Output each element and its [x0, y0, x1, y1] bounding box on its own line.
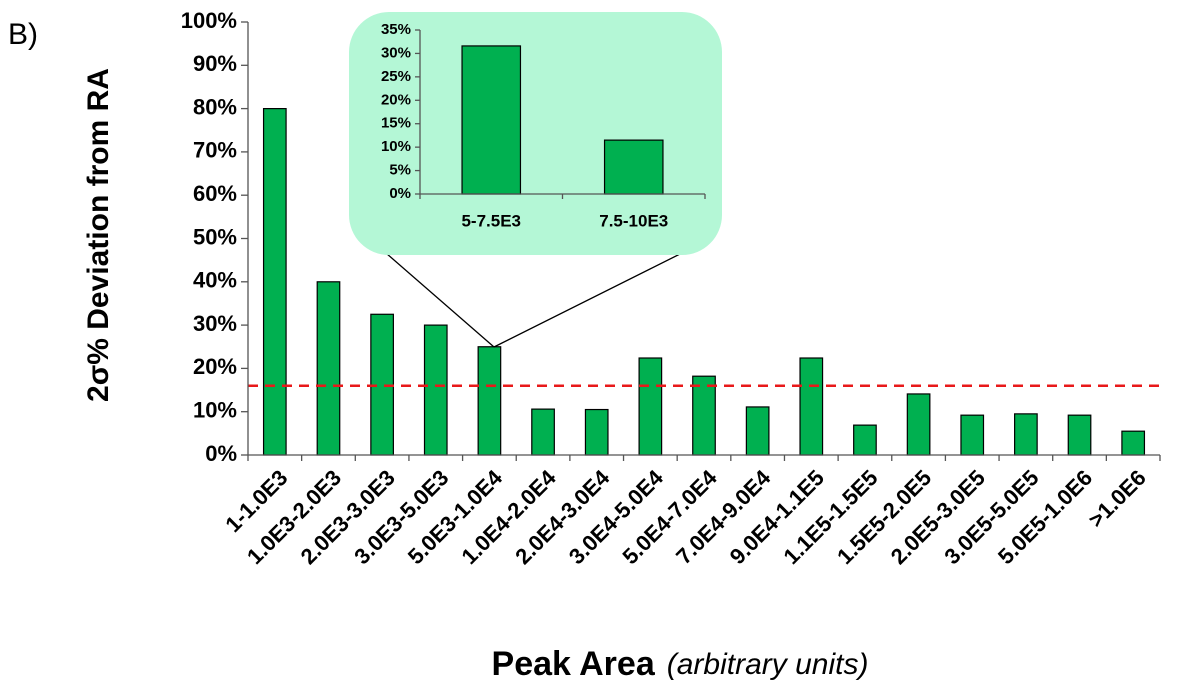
zoom-connector — [493, 249, 689, 348]
bar — [853, 424, 877, 456]
bar — [692, 375, 716, 456]
bar — [1067, 414, 1092, 456]
inset-plot: 0% 5% 10% 15% 20% 25% 30% 35% 5-7.5E3 7.5-10E3 — [381, 21, 706, 230]
y-tick-label: 35% — [381, 21, 411, 38]
x-tick-label: >1.0E6 — [1083, 465, 1150, 532]
bar — [423, 324, 448, 456]
x-tick-label: 7.5-10E3 — [599, 211, 668, 230]
y-tick-label: 70% — [193, 138, 237, 163]
y-tick-label: 0% — [205, 441, 237, 466]
bar — [461, 45, 522, 195]
x-axis-title: Peak Area (arbitrary units) — [492, 645, 869, 683]
y-tick-label: 30% — [193, 311, 237, 336]
y-tick-label: 40% — [193, 268, 237, 293]
y-tick-label: 90% — [193, 51, 237, 76]
panel-label: B) — [8, 18, 38, 51]
bar — [906, 393, 931, 456]
bar — [262, 107, 287, 456]
bar — [799, 357, 824, 456]
y-tick-label: 50% — [193, 224, 237, 249]
x-tick-label: 5-7.5E3 — [461, 211, 521, 230]
y-tick-label: 25% — [381, 68, 411, 85]
y-tick-label: 100% — [181, 8, 237, 33]
bar — [638, 357, 663, 456]
x-axis-title-detail: (arbitrary units) — [667, 648, 869, 681]
zoom-connector — [370, 239, 495, 348]
y-tick-label: 60% — [193, 181, 237, 206]
y-tick-label: 5% — [389, 162, 411, 179]
bar — [745, 406, 770, 456]
y-tick-label: 10% — [381, 138, 411, 155]
y-tick-label: 0% — [389, 185, 411, 202]
bar — [1014, 413, 1038, 456]
y-tick-label: 20% — [193, 354, 237, 379]
y-tick-label: 10% — [193, 398, 237, 423]
x-axis-title-main: Peak Area — [492, 645, 656, 683]
y-tick-label: 80% — [193, 94, 237, 119]
bar — [531, 408, 555, 456]
y-axis-title: 2σ% Deviation from RA — [82, 68, 115, 402]
bar — [477, 346, 502, 456]
y-tick-label: 20% — [381, 91, 411, 108]
bar — [603, 139, 664, 195]
bar — [1121, 430, 1146, 456]
bar — [584, 408, 609, 456]
bar — [316, 281, 341, 456]
y-tick-label: 15% — [381, 115, 411, 132]
y-tick-label: 30% — [381, 44, 411, 61]
bar — [960, 414, 985, 456]
